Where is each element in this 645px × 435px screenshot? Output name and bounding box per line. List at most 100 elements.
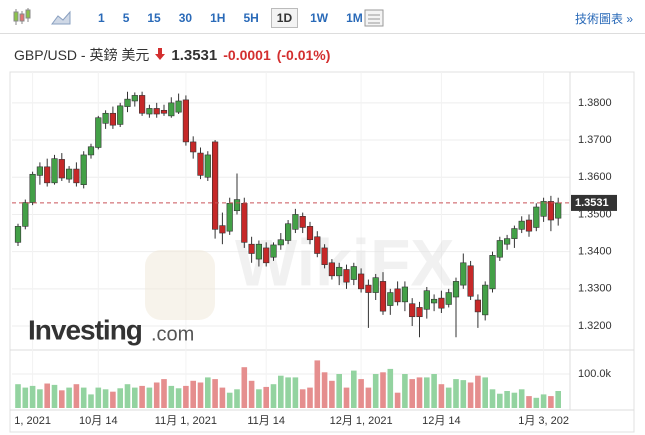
volume-bar — [321, 372, 328, 408]
volume-bar — [226, 392, 233, 408]
volume-bar — [380, 372, 386, 408]
candle-body — [226, 202, 233, 232]
candle-body — [489, 255, 496, 290]
candle-body — [430, 298, 438, 304]
candle-body — [284, 223, 292, 241]
candle-body — [197, 152, 204, 176]
candle-body — [416, 307, 423, 318]
candle-body — [233, 199, 241, 212]
candle-body — [241, 202, 248, 243]
interval-button[interactable]: 1W — [310, 11, 329, 25]
technical-chart-link[interactable]: 技術圖表 » — [574, 12, 633, 26]
candle-body — [204, 154, 211, 178]
candle-body — [124, 98, 131, 107]
candle-body — [394, 288, 401, 303]
candle-body — [518, 220, 525, 230]
volume-bar — [161, 379, 167, 408]
volume-bar — [234, 389, 240, 408]
candle-body — [175, 100, 182, 113]
interval-button[interactable]: 1D — [270, 8, 299, 28]
candle-body — [212, 141, 219, 230]
candle-body — [482, 284, 489, 316]
volume-bar — [489, 389, 496, 408]
candle-body — [292, 214, 299, 230]
toolbar: 1 5 15 30 1H 5H 1D 1W 1M 技術圖表 » — [0, 0, 645, 34]
candle-body — [73, 168, 80, 184]
interval-button[interactable]: 1 — [98, 11, 105, 25]
volume-bar — [37, 389, 43, 408]
candle-body — [109, 112, 116, 126]
volume-bar — [80, 387, 87, 408]
change: -0.0001 — [223, 47, 271, 63]
volume-bar — [168, 385, 175, 408]
volume-bar — [343, 387, 350, 408]
candle-body — [409, 303, 416, 318]
logo: Investing — [28, 314, 142, 345]
interval-button[interactable]: 30 — [178, 11, 193, 25]
volume-bar — [372, 374, 379, 408]
volume-bar — [416, 377, 423, 408]
candle-body — [474, 299, 482, 313]
volume-bar — [351, 370, 357, 408]
last-price-label: 1.3531 — [575, 197, 609, 209]
volume-bar — [175, 388, 182, 408]
candle-body — [190, 141, 197, 153]
candle-body — [29, 173, 36, 203]
volume-bar — [460, 380, 467, 408]
volume-bar — [124, 384, 131, 408]
candle-body — [467, 265, 474, 297]
volume-bar — [248, 380, 255, 408]
y-tick-label: 1.3300 — [578, 283, 612, 295]
volume-bar — [73, 384, 80, 408]
volume-bar — [219, 387, 226, 408]
volume-bar — [497, 393, 503, 408]
interval-button[interactable]: 15 — [147, 11, 161, 25]
watermark-icon — [145, 250, 215, 320]
candle-body — [460, 262, 467, 286]
y-tick-label: 1.3600 — [578, 171, 612, 183]
candle-body — [58, 159, 65, 179]
candle-body — [102, 112, 109, 124]
candle-body — [372, 277, 379, 293]
volume-bar — [555, 391, 561, 408]
x-tick-label: 12月 1, 2021 — [330, 415, 393, 427]
candle-body — [321, 247, 328, 265]
interval-button[interactable]: 5 — [122, 11, 130, 25]
volume-bar — [51, 384, 58, 408]
volume-bar — [475, 375, 481, 408]
candle-body — [343, 269, 350, 283]
volume-bar — [146, 387, 153, 408]
table-icon[interactable] — [362, 6, 386, 30]
volume-bar — [190, 380, 196, 408]
candle-body — [350, 266, 357, 280]
volume-bar — [299, 389, 306, 408]
candle-body — [328, 262, 336, 277]
last-price-box — [571, 194, 617, 211]
volume-bar — [336, 374, 342, 408]
volume-bar — [424, 377, 430, 408]
candle-body — [146, 108, 153, 115]
volume-bar — [263, 386, 269, 408]
interval-button[interactable]: 1M — [346, 11, 363, 25]
volume-bar — [139, 385, 145, 408]
candle-body — [452, 281, 460, 298]
interval-button[interactable]: 1H — [210, 11, 226, 25]
watermark: WikiFX — [145, 225, 454, 320]
candle-body — [153, 108, 160, 115]
volume-bar — [358, 379, 364, 408]
x-tick-label: 11月 14 — [247, 415, 285, 427]
x-tick-label: 12月 14 — [422, 415, 461, 427]
candle-body — [168, 102, 175, 117]
y-tick-label: 1.3500 — [578, 208, 612, 220]
chart-type-icons[interactable] — [0, 0, 80, 34]
x-tick-label: 10月 14 — [79, 415, 118, 427]
candle-body — [139, 95, 146, 114]
volume-bar — [102, 389, 109, 408]
candle-body — [540, 201, 547, 217]
volume-bar — [132, 387, 138, 408]
volume-bar — [29, 385, 36, 408]
volume-bar — [526, 396, 532, 408]
volume-bar — [44, 383, 50, 408]
interval-button[interactable]: 5H — [243, 11, 259, 25]
